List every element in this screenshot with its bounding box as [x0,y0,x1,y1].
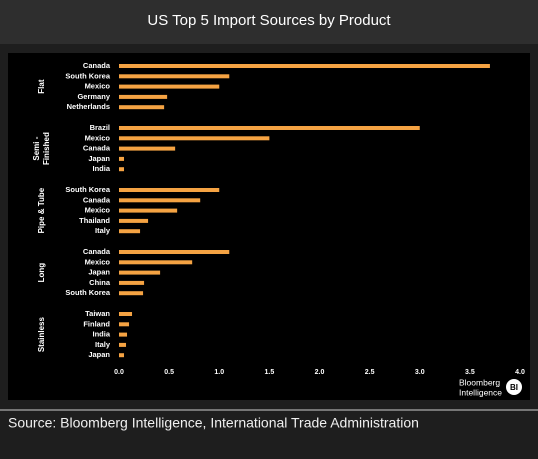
category-label: Japan [88,154,110,163]
brand-line: Intelligence [459,387,502,397]
x-tick-label: 1.5 [265,369,275,376]
bar [119,167,125,172]
bar [119,260,193,265]
category-label: South Korea [65,185,110,194]
brand-logo-circle [506,379,522,395]
bar [119,156,125,161]
category-label: Brazil [90,123,110,132]
source-note: Source: Bloomberg Intelligence, Internat… [8,415,419,431]
category-label: Mexico [85,133,111,142]
category-label: Germany [77,92,110,101]
category-label: India [92,330,110,339]
category-label: Canada [83,195,111,204]
bar [119,280,145,285]
category-label: South Korea [65,71,110,80]
bar [119,250,230,254]
category-label: Canada [83,61,111,70]
bar [119,84,220,89]
x-tick-label: 3.0 [415,369,425,376]
category-label: South Korea [65,288,110,297]
bar [119,229,141,234]
bar [119,218,149,223]
category-label: Finland [83,319,110,328]
brand-line: Bloomberg [459,377,500,387]
group-label: Pipe & Tube [37,187,46,233]
x-tick-label: 2.5 [365,369,375,376]
x-tick-label: 2.0 [315,369,325,376]
brand-logo: BI [510,383,518,392]
category-label: Mexico [85,257,111,266]
bar [119,270,161,275]
category-label: Taiwan [85,309,110,318]
bar [119,322,130,327]
bar [119,94,168,99]
bar [119,64,490,68]
group-label: Flat [37,79,46,94]
bar [119,342,127,347]
group-label: Long [37,263,46,283]
category-label: Mexico [85,82,111,91]
bar [119,105,165,110]
x-tick-label: 4.0 [515,369,525,376]
category-label: Thailand [79,216,110,225]
bar [119,198,201,203]
group-label: Semi - [32,136,41,160]
bar [119,291,144,296]
category-label: Japan [88,268,110,277]
category-label: Canada [83,247,111,256]
chart-title: US Top 5 Import Sources by Product [147,12,391,29]
bar [119,353,125,358]
category-label: Italy [95,226,111,235]
bar [119,126,420,130]
x-tick-label: 0.5 [164,369,174,376]
category-label: Netherlands [67,102,110,111]
category-label: China [89,278,111,287]
bar [119,312,133,316]
bar [119,208,178,213]
category-label: India [92,164,110,173]
header-bar [0,0,538,44]
bar [119,332,128,337]
group-label: Finished [42,132,51,165]
category-label: Mexico [85,206,111,215]
group-label: Stainless [37,316,46,352]
category-label: Canada [83,144,111,153]
x-tick-label: 0.0 [114,369,124,376]
category-label: Japan [88,350,110,359]
category-label: Italy [95,340,111,349]
x-tick-label: 3.5 [465,369,475,376]
bar [119,74,230,79]
x-tick-label: 1.0 [214,369,224,376]
plot-panel [8,53,530,400]
bar [119,188,220,192]
bar [119,146,176,151]
bar [119,136,270,141]
